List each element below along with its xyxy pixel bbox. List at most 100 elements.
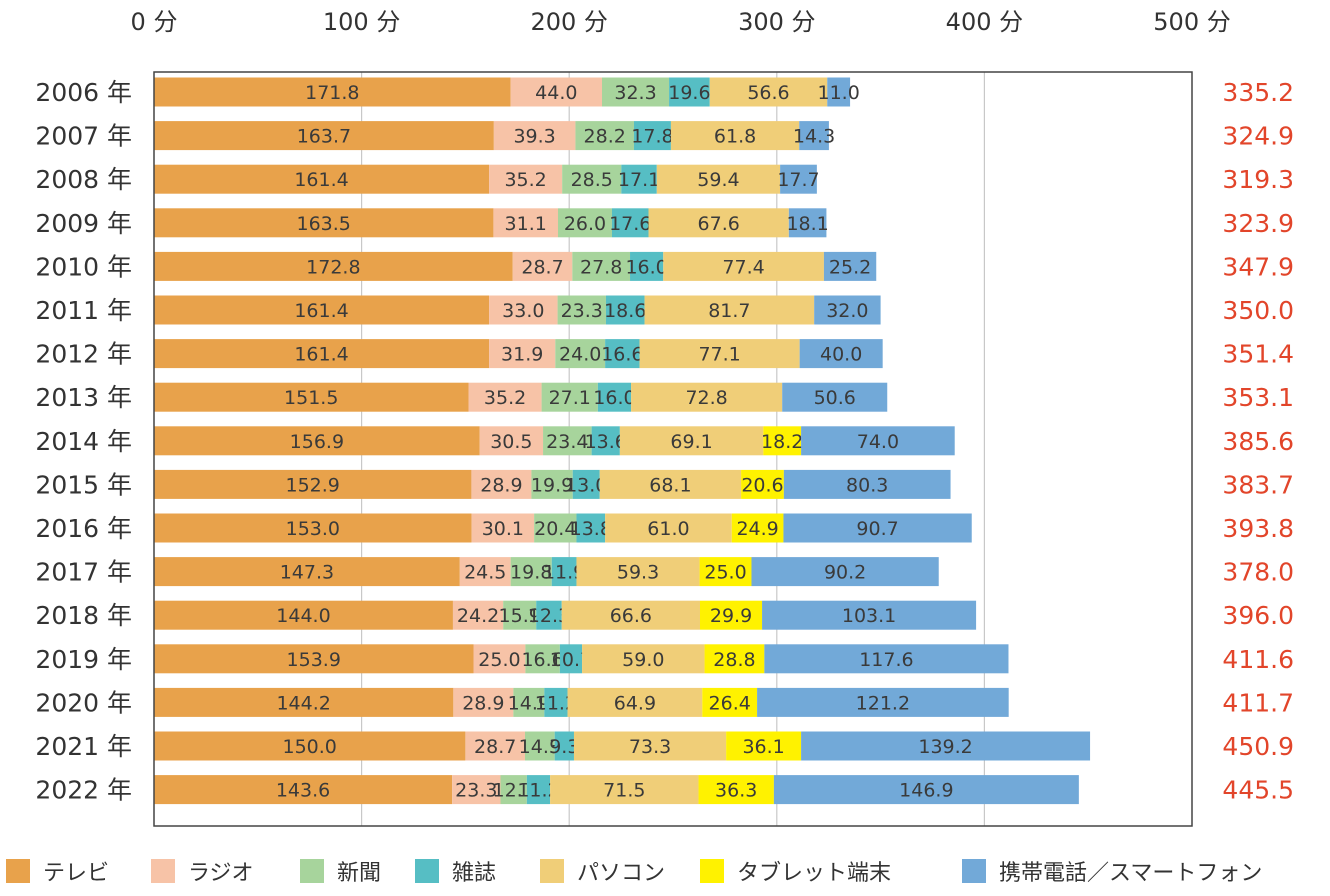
bar-segment — [799, 121, 829, 151]
bar-segment — [783, 513, 972, 543]
data-label: 28.7 — [521, 256, 563, 278]
legend-label: 携帯電話／スマートフォン — [999, 861, 1262, 886]
data-label: 20.4 — [534, 518, 576, 540]
x-tick-label: 300 分 — [738, 8, 815, 36]
data-label: 153.9 — [287, 649, 341, 671]
x-tick-label: 0 分 — [131, 8, 178, 36]
data-label: 64.9 — [614, 692, 656, 714]
data-label: 18.1 — [786, 213, 828, 235]
bar-row: 151.5 35.2 27.1 16.0 72.8 50.6 — [154, 382, 888, 412]
bar-row: 161.4 33.0 23.3 18.6 81.7 32.0 — [154, 295, 881, 325]
bar-segment — [154, 687, 454, 717]
bar-segment — [154, 557, 460, 587]
bar-segment — [459, 557, 511, 587]
data-label: 150.0 — [282, 736, 336, 758]
data-label: 28.7 — [474, 736, 516, 758]
bar-segment — [452, 775, 501, 805]
data-label: 39.3 — [513, 126, 555, 148]
data-label: 27.8 — [580, 256, 622, 278]
data-label: 30.1 — [482, 518, 524, 540]
data-label: 35.2 — [504, 169, 546, 191]
x-tick-label: 500 分 — [1153, 8, 1230, 36]
total-label: 378.0 — [1222, 558, 1294, 587]
data-label: 28.2 — [584, 126, 626, 148]
legend-item: ラジオ — [151, 859, 254, 886]
bar-segment — [751, 557, 939, 587]
data-label: 18.6 — [604, 300, 646, 322]
bar-segment — [468, 382, 542, 412]
data-label: 103.1 — [842, 605, 896, 627]
bar-segment — [597, 382, 632, 412]
bar-segment — [741, 469, 784, 499]
data-label: 59.3 — [617, 562, 659, 584]
bar-segment — [782, 382, 888, 412]
data-label: 17.8 — [631, 126, 673, 148]
total-label: 351.4 — [1222, 340, 1294, 369]
bar-segment — [154, 426, 480, 456]
data-label: 27.1 — [549, 387, 591, 409]
bar-row: 156.9 30.5 23.413.6 69.1 18.2 74.0 — [154, 426, 955, 456]
data-label: 59.0 — [622, 649, 664, 671]
y-category-label: 2011 年 — [35, 296, 132, 325]
bar-row: 161.4 35.2 28.5 17.1 59.4 17.7 — [154, 164, 820, 194]
bar-segment — [611, 208, 649, 238]
data-label: 14.3 — [793, 126, 835, 148]
bar-segment — [605, 339, 640, 369]
data-label: 163.5 — [297, 213, 351, 235]
data-label: 74.0 — [857, 431, 899, 453]
total-label: 347.9 — [1222, 252, 1294, 281]
legend-item: 携帯電話／スマートフォン — [962, 859, 1262, 886]
data-label: 25.0 — [704, 562, 746, 584]
data-label: 163.7 — [297, 126, 351, 148]
y-category-label: 2016 年 — [35, 514, 132, 543]
x-tick-label: 200 分 — [530, 8, 607, 36]
data-label: 12.3 — [528, 605, 570, 627]
bar-segment — [763, 426, 802, 456]
bar-row: 153.0 30.1 20.413.8 61.0 24.9 90.7 — [154, 513, 972, 543]
data-label: 16.0 — [593, 387, 635, 409]
bar-segment — [453, 687, 514, 717]
legend-swatch — [700, 859, 724, 883]
legend-label: 雑誌 — [452, 861, 496, 886]
y-category-label: 2021 年 — [35, 732, 132, 761]
data-label: 172.8 — [306, 256, 360, 278]
bar-segment — [757, 687, 1009, 717]
bar-segment — [471, 469, 532, 499]
total-label: 393.8 — [1222, 514, 1294, 543]
y-category-label: 2014 年 — [35, 427, 132, 456]
data-label: 59.4 — [697, 169, 739, 191]
bar-segment — [513, 687, 545, 717]
data-label: 14.3 — [519, 736, 561, 758]
data-label: 24.2 — [457, 605, 499, 627]
bar-segment — [669, 77, 710, 107]
bar-segment — [773, 775, 1079, 805]
bar-segment — [555, 339, 606, 369]
bar-segment — [452, 600, 504, 630]
bar-segment — [154, 251, 513, 281]
x-tick-label: 100 分 — [323, 8, 400, 36]
bar-segment — [788, 208, 827, 238]
data-label: 32.0 — [826, 300, 868, 322]
legend-swatch — [151, 859, 175, 883]
data-label: 31.9 — [501, 344, 543, 366]
bar-segment — [500, 775, 527, 805]
data-label: 23.3 — [455, 780, 497, 802]
bar-segment — [512, 251, 573, 281]
legend-item: パソコン — [540, 859, 665, 886]
legend-item: テレビ — [6, 859, 109, 886]
legend: テレビ ラジオ 新聞 雑誌 パソコン タブレット端末 携帯電話／スマートフォン — [6, 859, 1262, 886]
bar-segment — [562, 164, 622, 194]
legend-label: ラジオ — [188, 861, 254, 886]
x-tick-label: 400 分 — [946, 8, 1023, 36]
data-label: 90.7 — [856, 518, 898, 540]
data-label: 117.6 — [859, 649, 913, 671]
y-category-label: 2007 年 — [35, 122, 132, 151]
data-label: 13.6 — [585, 431, 627, 453]
bar-segment — [699, 557, 752, 587]
bar-segment — [154, 382, 469, 412]
total-label: 383.7 — [1222, 470, 1294, 499]
data-label: 73.3 — [629, 736, 671, 758]
data-label: 28.9 — [480, 474, 522, 496]
bar-segment — [702, 687, 758, 717]
